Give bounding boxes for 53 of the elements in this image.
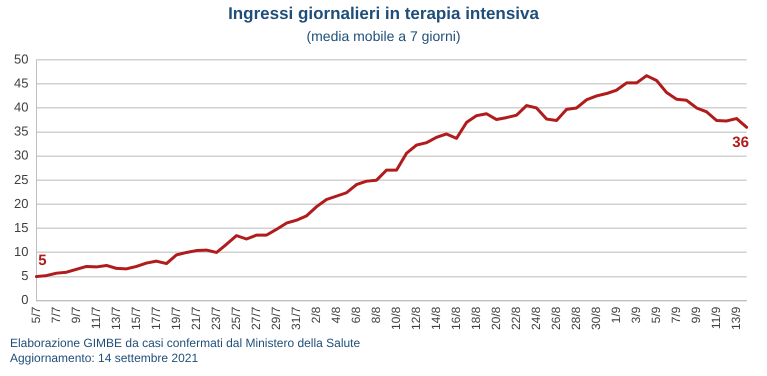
y-tick-label: 0 — [21, 292, 28, 308]
y-tick-label: 15 — [14, 220, 28, 235]
y-tick-label: 35 — [14, 124, 28, 139]
x-tick-label: 17/7 — [148, 306, 163, 330]
y-tick-label: 20 — [14, 196, 28, 211]
x-tick-label: 8/8 — [368, 306, 383, 324]
x-tick-label: 31/7 — [288, 306, 303, 330]
x-tick-label: 9/7 — [68, 306, 83, 324]
x-tick-label: 2/8 — [308, 306, 323, 324]
y-tick-label: 30 — [14, 148, 28, 163]
text: Elaborazione GIMBE da casi confermati dal Ministero della Salute — [10, 336, 360, 351]
x-tick-label: 13/9 — [728, 306, 743, 330]
y-tick-label: 25 — [14, 172, 28, 187]
x-tick-label: 27/7 — [248, 306, 263, 330]
x-tick-label: 5/9 — [648, 306, 663, 324]
x-tick-label: 7/7 — [48, 306, 63, 324]
x-tick-label: 3/9 — [628, 306, 643, 324]
x-tick-label: 13/7 — [108, 306, 123, 330]
x-tick-label: 21/7 — [188, 306, 203, 330]
chart-subtitle: (media mobile a 7 giorni) — [305, 28, 462, 44]
data-label: 36 — [732, 134, 749, 151]
x-tick-label: 9/9 — [688, 306, 703, 324]
x-tick-label: 4/8 — [328, 306, 343, 324]
y-tick-label: 10 — [14, 244, 28, 260]
x-tick-label: 16/8 — [448, 306, 463, 330]
x-tick-label: 15/7 — [128, 306, 143, 330]
x-tick-label: 18/8 — [468, 306, 483, 330]
x-tick-label: 12/8 — [408, 306, 423, 330]
chart-title: Ingressi giornalieri in terapia intensiva — [227, 4, 540, 24]
x-tick-label: 20/8 — [488, 306, 503, 330]
x-tick-label: 5/7 — [28, 306, 43, 324]
x-tick-label: 29/7 — [268, 306, 283, 330]
y-tick-label: 5 — [21, 268, 28, 284]
y-tick-label: 45 — [14, 75, 28, 90]
x-tick-label: 11/7 — [88, 306, 103, 330]
y-tick-label: 40 — [14, 100, 28, 115]
x-tick-label: 10/8 — [388, 306, 403, 330]
x-tick-label: 24/8 — [528, 306, 543, 330]
x-tick-label: 22/8 — [508, 306, 523, 330]
x-tick-label: 1/9 — [608, 306, 623, 324]
x-tick-label: 30/8 — [588, 306, 603, 330]
x-tick-label: 25/7 — [228, 306, 243, 330]
x-tick-label: 28/8 — [568, 306, 583, 330]
x-tick-label: 26/8 — [548, 306, 563, 330]
x-tick-label: 11/9 — [708, 306, 723, 330]
x-tick-label: 23/7 — [208, 306, 223, 330]
x-tick-label: 6/8 — [348, 306, 363, 324]
text: Aggiornamento: 14 settembre 2021 — [10, 351, 200, 366]
x-tick-label: 19/7 — [168, 306, 183, 330]
x-tick-label: 7/9 — [668, 306, 683, 324]
x-tick-label: 14/8 — [428, 306, 443, 330]
data-label: 5 — [38, 252, 47, 270]
y-tick-label: 50 — [14, 51, 28, 66]
